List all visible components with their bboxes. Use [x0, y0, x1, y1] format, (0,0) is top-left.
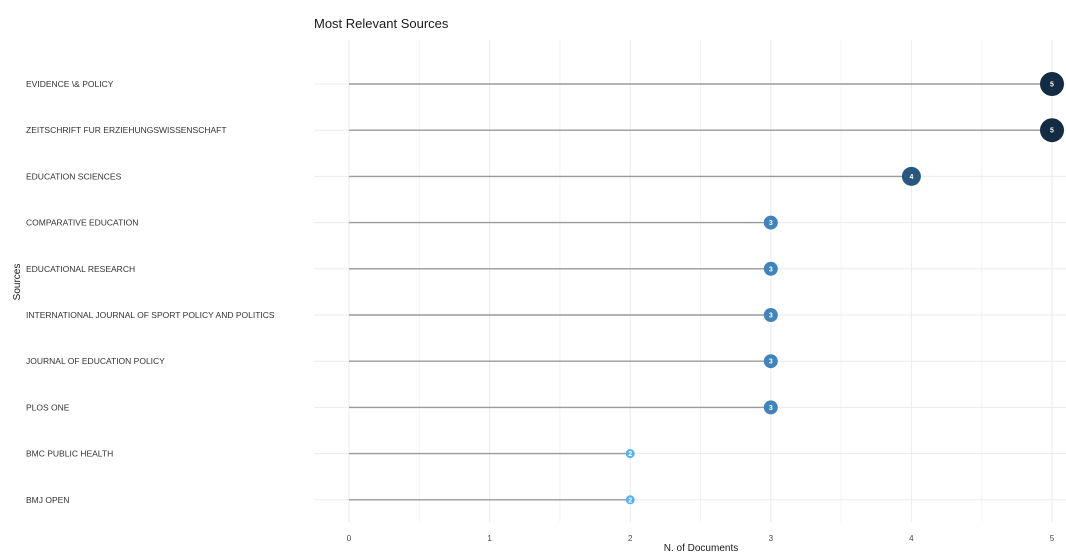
lollipop-dot [763, 215, 778, 230]
lollipop-dot [763, 400, 778, 415]
category-label: COMPARATIVE EDUCATION [26, 218, 138, 228]
x-axis-title: N. of Documents [664, 543, 738, 552]
lollipop-dots: 5 5 4 3 3 3 3 3 2 2 [625, 72, 1064, 505]
lollipop-dot [1040, 72, 1064, 96]
x-tick-label: 4 [909, 534, 914, 543]
value-label: 5 [1050, 82, 1054, 89]
value-label: 2 [628, 497, 632, 504]
category-label: PLOS ONE [26, 402, 70, 412]
x-tick-label: 0 [347, 534, 352, 543]
category-label: BMC PUBLIC HEALTH [26, 449, 113, 459]
value-label: 3 [769, 220, 773, 227]
y-axis-title: Sources [12, 264, 23, 301]
lollipop-dot [901, 166, 921, 186]
value-label: 3 [769, 405, 773, 412]
value-label: 2 [628, 451, 632, 458]
value-label: 5 [1050, 128, 1054, 135]
chart-title: Most Relevant Sources [314, 16, 449, 31]
grid-lines [314, 40, 1066, 522]
x-tick-label: 2 [628, 534, 633, 543]
value-label: 3 [769, 359, 773, 366]
category-label: BMJ OPEN [26, 495, 69, 505]
value-label: 3 [769, 313, 773, 320]
category-label: ZEITSCHRIFT FUR ERZIEHUNGSWISSENSCHAFT [26, 125, 227, 135]
x-tick-label: 5 [1050, 534, 1055, 543]
lollipop-dot [625, 449, 635, 459]
lollipop-dot [1040, 118, 1064, 143]
lollipop-dot [763, 308, 778, 322]
category-label: EVIDENCE \& POLICY [26, 79, 114, 89]
value-label: 4 [909, 174, 913, 181]
category-label: INTERNATIONAL JOURNAL OF SPORT POLICY AN… [26, 310, 275, 320]
category-label: JOURNAL OF EDUCATION POLICY [26, 356, 165, 366]
lollipop-dot [763, 354, 778, 369]
category-label: EDUCATION SCIENCES [26, 171, 122, 181]
lollipop-dot [625, 495, 635, 505]
lollipop-stems [349, 83, 1052, 501]
x-tick-labels: 0 1 2 3 4 5 [347, 534, 1055, 543]
lollipop-dot [763, 261, 778, 276]
category-label: EDUCATIONAL RESEARCH [26, 264, 135, 274]
value-label: 3 [769, 266, 773, 273]
x-tick-label: 3 [769, 534, 774, 543]
x-tick-label: 1 [487, 534, 492, 543]
category-labels: EVIDENCE \& POLICY ZEITSCHRIFT FUR ERZIEH… [26, 79, 275, 505]
